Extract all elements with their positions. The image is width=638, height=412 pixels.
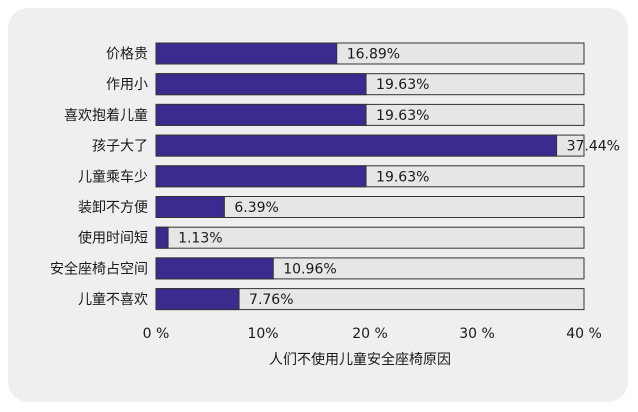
x-axis-title: 人们不使用儿童安全座椅原因 <box>269 351 451 368</box>
x-tick-label: 0 % <box>143 326 170 342</box>
category-label: 使用时间短 <box>78 230 148 247</box>
data-label: 16.89% <box>347 47 400 63</box>
category-label: 装卸不方便 <box>78 200 148 216</box>
category-label: 喜欢抱着儿童 <box>64 107 148 124</box>
data-label: 37.44% <box>567 139 620 155</box>
category-label: 儿童不喜欢 <box>78 291 148 308</box>
x-tick-label: 10% <box>247 326 278 342</box>
bar <box>155 165 367 188</box>
bar <box>155 257 274 280</box>
category-label: 安全座椅占空间 <box>50 260 148 277</box>
data-label: 6.39% <box>234 200 278 216</box>
data-label: 7.76% <box>249 292 293 308</box>
data-label: 19.63% <box>376 108 429 124</box>
bar <box>155 42 338 65</box>
data-label: 19.63% <box>376 77 429 93</box>
x-tick-label: 30 % <box>459 326 495 342</box>
x-tick-label: 40 % <box>566 326 602 342</box>
data-label: 10.96% <box>283 261 336 277</box>
data-label: 1.13% <box>178 231 222 247</box>
x-tick-label: 20 % <box>352 326 388 342</box>
category-label: 价格贵 <box>106 47 148 63</box>
bar <box>155 288 240 311</box>
bar <box>155 134 558 157</box>
bar <box>155 196 225 218</box>
category-label: 儿童乘车少 <box>78 168 148 185</box>
bar <box>155 73 367 96</box>
bar <box>155 103 367 126</box>
bar <box>155 226 169 249</box>
data-label: 19.63% <box>376 169 429 185</box>
category-label: 作用小 <box>106 77 148 93</box>
category-label: 孩子大了 <box>92 139 148 155</box>
